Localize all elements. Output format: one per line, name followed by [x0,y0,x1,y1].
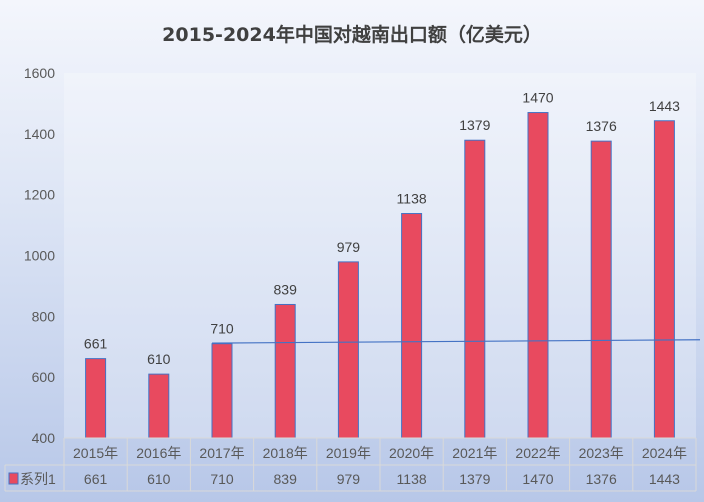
bar [337,261,359,439]
data-label: 1470 [522,90,553,106]
bar [148,373,170,439]
y-tick-label: 800 [32,308,56,324]
x-tick-label: 2015年 [73,445,118,461]
bar [211,343,233,439]
x-tick-label: 2017年 [199,445,244,461]
table-cell: 1379 [459,471,490,487]
x-tick-label: 2024年 [642,445,687,461]
x-tick-label: 2019年 [326,445,371,461]
y-tick-label: 1600 [24,65,55,81]
bar [464,139,486,439]
y-tick-label: 400 [32,430,56,446]
legend-label: 系列1 [20,471,56,487]
data-label: 610 [147,351,171,367]
y-tick-label: 600 [32,369,56,385]
table-cell: 710 [210,471,234,487]
table-cell: 839 [274,471,298,487]
x-tick-label: 2023年 [579,445,624,461]
data-label: 1443 [649,98,680,114]
bar [527,112,549,439]
data-label: 979 [337,239,361,255]
plot-area [64,73,696,438]
bar [401,213,423,439]
table-cell: 1470 [522,471,553,487]
data-label: 1376 [586,118,617,134]
data-label: 1379 [459,117,490,133]
bar [590,140,612,439]
table-cell: 1376 [586,471,617,487]
table-cell: 1138 [397,471,427,487]
trendline [211,339,701,344]
table-cell: 661 [84,471,108,487]
table-cell: 979 [337,471,361,487]
x-tick-label: 2021年 [452,445,497,461]
table-cell: 610 [147,471,171,487]
y-tick-label: 1000 [24,248,55,264]
x-tick-label: 2022年 [515,445,560,461]
chart-title: 2015-2024年中国对越南出口额（亿美元） [162,24,542,46]
x-tick-label: 2016年 [136,445,181,461]
data-label: 1138 [397,191,427,207]
y-tick-label: 1400 [24,126,55,142]
data-label: 710 [210,321,234,337]
x-tick-label: 2020年 [389,445,434,461]
x-tick-label: 2018年 [263,445,308,461]
data-label: 839 [274,281,298,297]
bar [85,358,107,439]
data-label: 661 [84,336,108,352]
bar [653,120,675,439]
y-tick-label: 1200 [24,187,55,203]
legend-key [8,472,19,485]
bar [274,303,296,439]
table-cell: 1443 [649,471,680,487]
